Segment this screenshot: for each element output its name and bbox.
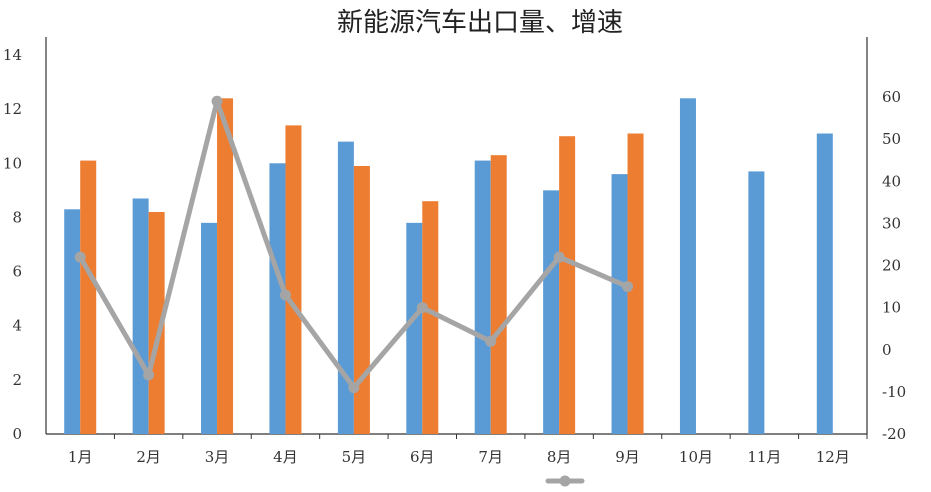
- bar-series-1: [132, 198, 149, 434]
- x-tick-label: 12月: [816, 448, 850, 466]
- x-tick-label: 3月: [205, 448, 230, 466]
- y-right-tick-label: -20: [882, 425, 906, 443]
- x-tick-label: 8月: [547, 448, 572, 466]
- bar-series-1: [816, 133, 833, 434]
- growth-point: [211, 95, 223, 107]
- bar-series-2: [353, 165, 370, 434]
- x-tick-label: 10月: [679, 448, 713, 466]
- bar-series-1: [337, 141, 354, 434]
- bar-series-1: [474, 160, 491, 435]
- bar-series-2: [559, 136, 576, 434]
- y-right-tick-label: 60: [882, 88, 901, 106]
- y-right-tick-label: -10: [882, 383, 906, 401]
- y-left-tick-label: 8: [12, 208, 22, 226]
- bar-series-1: [406, 222, 423, 434]
- bar-series-2: [217, 98, 234, 435]
- plot-area: 0 2 4 6 8 10 12 14 -20 -10 0 10 20 30 40 50 60 1月 2月 3月 4月 5月…: [3, 37, 906, 487]
- growth-point: [348, 382, 360, 394]
- bar-series-1: [611, 174, 628, 434]
- legend-line-marker: [559, 475, 571, 487]
- y-right-tick-label: 40: [882, 172, 901, 190]
- bar-series-2: [80, 160, 97, 435]
- y-left-tick-label: 14: [3, 46, 22, 64]
- x-tick-label: 7月: [478, 448, 503, 466]
- x-tick-label: 2月: [136, 448, 161, 466]
- growth-point: [143, 369, 155, 381]
- y-right-tick-label: 0: [882, 341, 892, 359]
- x-tick-label: 5月: [342, 448, 367, 466]
- y-right-tick-label: 10: [882, 299, 901, 317]
- growth-point: [279, 289, 291, 301]
- y-left-tick-label: 10: [3, 154, 22, 172]
- growth-point: [553, 251, 565, 263]
- y-right-tick-label: 50: [882, 130, 901, 148]
- y-right-tick-label: 20: [882, 257, 901, 275]
- x-tick-label: 11月: [747, 448, 781, 466]
- growth-point: [622, 281, 634, 293]
- y-left-tick-label: 12: [3, 100, 22, 118]
- x-tick-label: 6月: [410, 448, 435, 466]
- bar-series-1: [543, 190, 560, 434]
- x-tick-label: 9月: [615, 448, 640, 466]
- growth-point: [74, 251, 86, 263]
- bar-series-1: [679, 98, 696, 435]
- bar-series-2: [490, 155, 507, 434]
- bar-series-1: [64, 209, 81, 434]
- y-right-tick-label: 30: [882, 214, 901, 232]
- y-left-tick-label: 2: [12, 371, 22, 389]
- y-left-tick-label: 0: [12, 425, 22, 443]
- growth-point: [485, 335, 497, 347]
- bar-series-1: [201, 222, 218, 434]
- growth-point: [416, 302, 428, 314]
- y-left-tick-label: 4: [12, 317, 22, 335]
- bar-series-2: [285, 125, 302, 434]
- bar-series-1: [748, 171, 765, 434]
- x-tick-label: 4月: [273, 448, 298, 466]
- bar-series-2: [422, 201, 439, 434]
- bar-series-2: [627, 133, 644, 434]
- y-left-tick-label: 6: [12, 263, 22, 281]
- chart-title: 新能源汽车出口量、增速: [337, 8, 623, 38]
- x-tick-label: 1月: [68, 448, 93, 466]
- bar-series-1: [269, 163, 286, 435]
